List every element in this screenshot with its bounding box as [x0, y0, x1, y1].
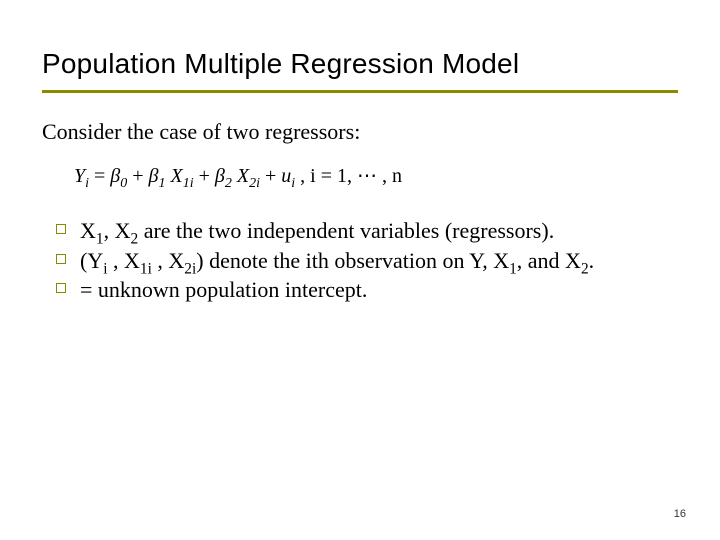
title-underline — [42, 90, 678, 93]
page-number: 16 — [674, 508, 686, 520]
b1-m3: ) denote the ith observation on Y, X — [196, 248, 509, 273]
b1-post: . — [589, 248, 595, 273]
bullet-list: X 1 , X 2 are the two independent variables… — [56, 216, 678, 305]
bullet-text: (Yi , X1i , X2i) denote the ith observat… — [80, 246, 594, 276]
eq-lhs: Y — [74, 165, 85, 187]
b2-post: = unknown population intercept. — [80, 277, 367, 302]
eq-b2: β — [215, 165, 225, 187]
eq-u: u — [281, 165, 291, 187]
eq-x2: X — [237, 165, 249, 187]
b0-pre: X — [80, 218, 96, 243]
intro-text: Consider the case of two regressors: — [42, 119, 678, 145]
b1-s4: 1 — [509, 260, 517, 277]
eq-b0: β — [110, 165, 120, 187]
bullet-text: = unknown population intercept. — [80, 275, 367, 305]
eq-b0-sub: 0 — [120, 176, 127, 191]
square-bullet-icon — [56, 254, 66, 264]
eq-u-sub: i — [291, 176, 295, 191]
eq-x2-sub: 2i — [249, 176, 260, 191]
b1-m1: , X — [108, 248, 140, 273]
bullet-text: X1, X2 are the two independent variables… — [80, 216, 554, 246]
b1-s5: 2 — [581, 260, 589, 277]
b1-m4: , and X — [517, 248, 581, 273]
square-bullet-icon — [56, 224, 66, 234]
eq-b2-sub: 2 — [225, 176, 232, 191]
eq-x1: X — [171, 165, 183, 187]
regression-equation: Yi = β0 + β1 X1i + β2 X2i + ui , i = 1, … — [74, 163, 678, 188]
square-bullet-icon — [56, 283, 66, 293]
eq-x1-sub: 1i — [183, 176, 194, 191]
b1-pre: (Y — [80, 248, 103, 273]
eq-b1-sub: 1 — [159, 176, 166, 191]
eq-eq: = — [94, 165, 110, 187]
b0-m1: , X — [104, 218, 131, 243]
b1-m2: , X — [152, 248, 184, 273]
slide-title: Population Multiple Regression Model — [42, 48, 678, 80]
list-item: (Yi , X1i , X2i) denote the ith observat… — [56, 246, 678, 276]
eq-b1: β — [149, 165, 159, 187]
slide: Population Multiple Regression Model Con… — [0, 0, 720, 540]
list-item: = unknown population intercept. — [56, 275, 678, 305]
b0-post: are the two independent variables (regre… — [138, 218, 554, 243]
list-item: X1, X2 are the two independent variables… — [56, 216, 678, 246]
eq-tail: , i = 1, ⋯ , n — [300, 165, 402, 187]
eq-plus1: + — [132, 165, 148, 187]
eq-plus3: + — [265, 165, 281, 187]
eq-plus2: + — [199, 165, 215, 187]
eq-lhs-sub: i — [85, 176, 89, 191]
